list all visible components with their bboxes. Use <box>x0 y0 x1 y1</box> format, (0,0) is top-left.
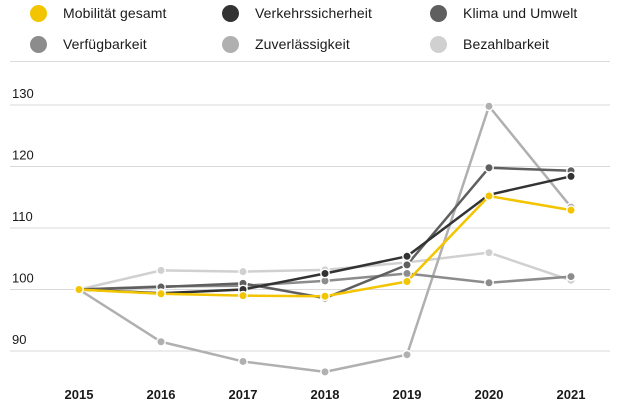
series-0 <box>74 191 576 302</box>
x-tick-label: 2019 <box>393 387 422 402</box>
y-tick-label: 110 <box>12 209 33 224</box>
data-point[interactable] <box>320 367 330 377</box>
legend-label: Mobilität gesamt <box>63 5 167 21</box>
legend-swatch <box>430 35 447 53</box>
y-tick-label: 120 <box>12 148 34 163</box>
data-point[interactable] <box>238 266 248 277</box>
data-point[interactable] <box>156 288 166 299</box>
data-point[interactable] <box>484 247 494 258</box>
gridlines <box>10 104 610 352</box>
legend-swatch <box>30 35 47 53</box>
legend-item-zuverlaessigkeit[interactable]: Zuverlässigkeit <box>222 33 350 55</box>
legend-label: Verkehrssicherheit <box>255 5 372 21</box>
data-point[interactable] <box>402 259 412 270</box>
data-point[interactable] <box>484 101 494 112</box>
y-axis-ticks: 90 100 110 120 130 <box>12 86 34 347</box>
legend-item-klima-und-umwelt[interactable]: Klima und Umwelt <box>430 2 577 24</box>
data-point[interactable] <box>566 205 576 216</box>
data-point[interactable] <box>402 268 412 279</box>
y-tick-label: 100 <box>12 271 34 286</box>
x-tick-label: 2015 <box>65 387 94 402</box>
data-point[interactable] <box>156 336 166 347</box>
data-point[interactable] <box>402 251 412 262</box>
legend-label: Verfügbarkeit <box>63 36 147 52</box>
y-tick-label: 130 <box>12 86 34 101</box>
data-point[interactable] <box>238 290 248 301</box>
x-tick-label: 2017 <box>229 387 258 402</box>
x-tick-label: 2020 <box>475 387 504 402</box>
data-point[interactable] <box>156 265 166 276</box>
legend-divider <box>10 61 610 62</box>
legend-label: Zuverlässigkeit <box>255 36 350 52</box>
data-point[interactable] <box>320 268 330 279</box>
data-point[interactable] <box>566 271 576 282</box>
data-point[interactable] <box>484 162 494 173</box>
x-tick-label: 2021 <box>557 387 586 402</box>
legend: Mobilität gesamt Verkehrssicherheit Klim… <box>0 0 630 62</box>
data-point[interactable] <box>74 284 84 295</box>
series-lines <box>74 101 576 377</box>
data-point[interactable] <box>402 276 412 287</box>
y-tick-label: 90 <box>12 332 26 347</box>
legend-label: Klima und Umwelt <box>463 5 578 21</box>
legend-swatch <box>222 4 239 22</box>
data-point[interactable] <box>484 277 494 288</box>
data-point[interactable] <box>320 291 330 302</box>
legend-item-verfuegbarkeit[interactable]: Verfügbarkeit <box>30 33 147 55</box>
legend-swatch <box>222 35 239 53</box>
legend-swatch <box>430 4 447 22</box>
data-point[interactable] <box>484 191 494 201</box>
x-tick-label: 2018 <box>311 387 340 402</box>
data-point[interactable] <box>238 356 248 367</box>
data-point[interactable] <box>402 349 412 360</box>
x-axis-ticks: 2015 2016 2017 2018 2019 2020 2021 <box>65 387 586 402</box>
series-4 <box>74 101 576 377</box>
legend-item-mobilitaet-gesamt[interactable]: Mobilität gesamt <box>30 2 167 24</box>
x-tick-label: 2016 <box>147 387 176 402</box>
legend-swatch <box>30 4 47 22</box>
data-point[interactable] <box>566 171 576 182</box>
legend-item-verkehrssicherheit[interactable]: Verkehrssicherheit <box>222 2 372 24</box>
legend-item-bezahlbarkeit[interactable]: Bezahlbarkeit <box>430 33 549 55</box>
series-line <box>77 104 573 374</box>
legend-label: Bezahlbarkeit <box>463 36 550 52</box>
